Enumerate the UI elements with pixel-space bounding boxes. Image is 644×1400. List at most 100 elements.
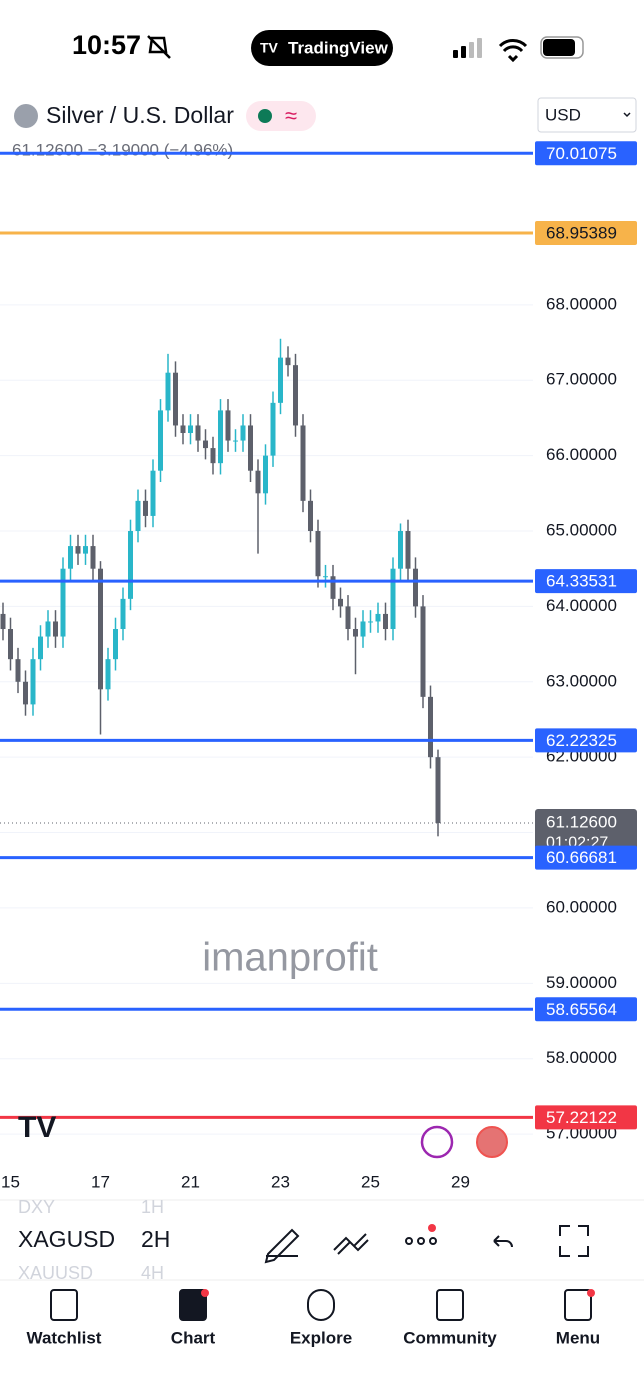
candle-body: [375, 613, 381, 622]
y-tick-label: 63.00000: [546, 671, 617, 690]
candle-body: [45, 621, 51, 637]
interval-option[interactable]: 4H: [141, 1263, 164, 1283]
y-tick-label: 66.00000: [546, 445, 617, 464]
x-tick-label: 29: [451, 1172, 470, 1191]
candle-body: [15, 659, 21, 682]
candle-body: [293, 365, 298, 426]
interval-option[interactable]: 2H: [141, 1226, 170, 1252]
candle-body: [420, 606, 426, 697]
symbol-option[interactable]: XAUUSD: [18, 1263, 93, 1283]
interval-option[interactable]: 1H: [141, 1197, 164, 1217]
y-tick-label: 64.00000: [546, 596, 617, 615]
candle-body: [255, 470, 261, 494]
candle-body: [120, 598, 126, 630]
indicator-icon[interactable]: [333, 1233, 369, 1255]
symbol-name[interactable]: Silver / U.S. Dollar: [46, 102, 234, 128]
currency: USD: [545, 105, 581, 124]
delay-icon: ≈: [285, 103, 297, 128]
candle-body: [173, 372, 178, 426]
candle-body: [383, 613, 388, 630]
y-tick-label: 59.00000: [546, 973, 617, 992]
candle-body: [428, 696, 433, 758]
candle-body: [390, 568, 396, 630]
candle-body: [270, 402, 276, 456]
y-tick-label: 60.00000: [546, 897, 617, 916]
candle-body: [278, 357, 283, 403]
currency-select[interactable]: [537, 97, 637, 133]
market-dot: [258, 109, 272, 123]
candle-body: [368, 621, 373, 623]
nav-label[interactable]: Explore: [290, 1328, 352, 1347]
level-label: 62.22325: [546, 731, 617, 750]
status-pill[interactable]: [246, 101, 316, 131]
level-label-box: [535, 845, 637, 870]
candle-body: [105, 659, 111, 690]
more-icon[interactable]: [405, 1237, 437, 1245]
level-label-box: [535, 1105, 637, 1130]
y-tick-label: 67.00000: [546, 370, 617, 389]
toolbar: DXY 1H XAGUSD 2H XAUUSD 4H: [18, 1197, 589, 1283]
candle-body: [68, 546, 73, 569]
level-label: 58.65564: [546, 1000, 617, 1019]
draw-icon[interactable]: [264, 1228, 300, 1264]
level-label-box: [535, 220, 637, 245]
flag-icon[interactable]: [476, 1126, 508, 1158]
candle-body: [240, 425, 246, 441]
candle-body: [143, 500, 148, 516]
last-price-label: 61.12600: [546, 813, 617, 832]
candle-body: [8, 629, 13, 660]
nav-icon[interactable]: [307, 1289, 335, 1321]
candle-body: [218, 410, 223, 464]
nav-icon[interactable]: [50, 1289, 78, 1321]
candle-body: [30, 659, 36, 705]
candle-body: [0, 613, 6, 630]
clock: 10:57: [72, 30, 141, 60]
candle-body: [98, 568, 103, 690]
candle-body: [128, 531, 133, 599]
candle-body: [315, 531, 321, 577]
level-label: 70.01075: [546, 144, 617, 163]
last-price-box: [535, 809, 637, 854]
nav-label[interactable]: Menu: [556, 1328, 600, 1347]
candle-body: [83, 546, 88, 554]
undo-icon[interactable]: [493, 1235, 513, 1248]
candle-body: [75, 546, 81, 554]
level-label-box: [535, 569, 637, 594]
nav-label[interactable]: Chart: [171, 1328, 216, 1347]
candle-body: [23, 681, 28, 705]
y-tick-label: 65.00000: [546, 520, 617, 539]
candle-body: [233, 440, 238, 442]
candle-body: [413, 568, 418, 607]
wifi-icon: [498, 39, 528, 63]
x-tick-label: 17: [91, 1172, 110, 1191]
candle-body: [180, 425, 186, 434]
x-tick-label: 21: [181, 1172, 200, 1191]
tv-logo: TV: [18, 1111, 56, 1144]
nav-bar: Watchlist Chart Explore Community Menu: [27, 1289, 600, 1347]
app-name: TradingView: [288, 38, 389, 57]
nav-icon[interactable]: [179, 1289, 207, 1321]
silent-icon: [147, 35, 171, 59]
flash-icon[interactable]: [420, 1125, 454, 1159]
level-label-box: [535, 141, 637, 166]
nav-label[interactable]: Watchlist: [27, 1328, 102, 1347]
candle-body: [113, 629, 118, 660]
symbol-option[interactable]: XAGUSD: [18, 1226, 115, 1252]
level-label-box: [535, 997, 637, 1022]
candle-body: [38, 636, 43, 660]
signal-icon: [453, 38, 482, 58]
candle-body: [53, 621, 58, 637]
nav-icon[interactable]: [436, 1289, 464, 1321]
candle-body: [263, 455, 268, 494]
candle-body: [158, 410, 163, 471]
quote: 61.12600 −3.19000 (−4.96%): [12, 140, 233, 159]
level-label-box: [535, 728, 637, 753]
level-label: 68.95389: [546, 223, 617, 242]
candle-body: [165, 372, 171, 411]
nav-icon[interactable]: [564, 1289, 592, 1321]
app-logo: TV: [260, 40, 279, 56]
symbol-option[interactable]: DXY: [18, 1197, 55, 1217]
nav-label[interactable]: Community: [403, 1328, 497, 1347]
fullscreen-icon[interactable]: [559, 1225, 589, 1257]
